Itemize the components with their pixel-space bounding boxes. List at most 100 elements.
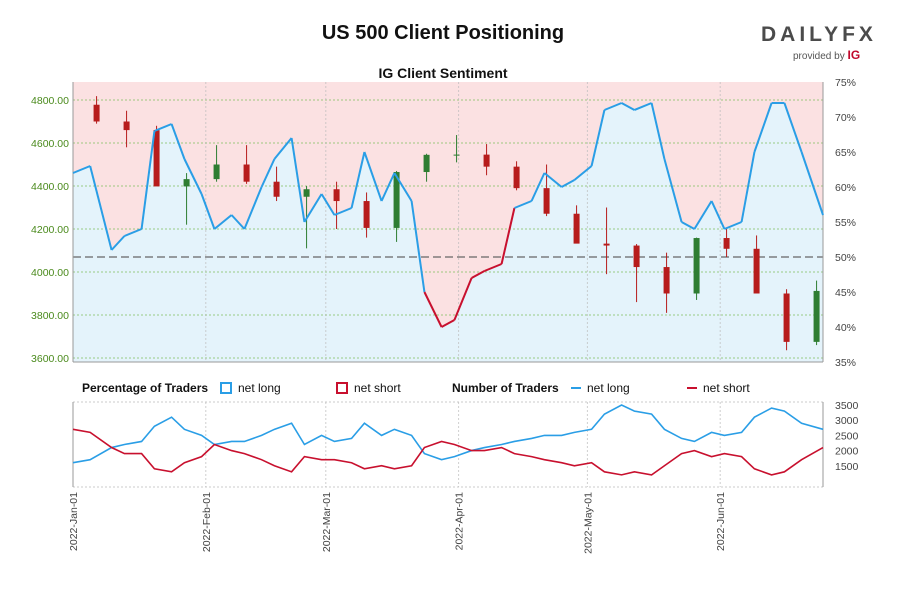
pct-tick-label: 65%: [835, 147, 856, 159]
pct-tick-label: 55%: [835, 217, 856, 229]
candle-body: [423, 154, 430, 173]
count-tick-label: 2000: [835, 446, 859, 458]
sentiment-line-segment: [663, 158, 683, 223]
candle-body: [363, 201, 370, 228]
sentiment-line-segment: [543, 172, 563, 188]
pct-tick-label: 50%: [835, 252, 856, 264]
long-box-icon: [220, 382, 232, 394]
sentiment-line-segment: [290, 137, 306, 223]
date-tick-label: 2022-Jun-01: [715, 492, 727, 551]
candle-body: [693, 238, 700, 294]
sentiment-line-segment: [471, 270, 485, 279]
sentiment-line-segment: [154, 123, 172, 132]
sentiment-line-segment: [740, 151, 756, 223]
sentiment-line-segment: [170, 123, 186, 160]
sentiment-line-segment: [724, 221, 742, 230]
short-box-icon: [336, 382, 348, 394]
sentiment-line-segment: [800, 151, 824, 216]
date-tick-label: 2022-Jan-01: [68, 492, 80, 551]
sentiment-line-segment: [72, 165, 91, 174]
sentiment-line-segment: [650, 102, 666, 160]
sentiment-line-segment: [753, 102, 773, 153]
dailyfx-logo: DAILYFX provided by IG: [761, 23, 877, 63]
legend-pct-long: net long: [220, 381, 281, 395]
pct-tick-label: 40%: [835, 322, 856, 334]
date-tick-label: 2022-Mar-01: [321, 492, 333, 552]
sentiment-line-segment: [320, 193, 336, 216]
price-tick-label: 4200.00: [31, 224, 69, 236]
sentiment-line-segment: [110, 235, 126, 251]
count-net-long-line: [72, 404, 824, 464]
sentiment-line-segment: [200, 193, 216, 230]
count-tick-label: 3000: [835, 415, 859, 427]
sentiment-line-segment: [514, 200, 532, 209]
pct-tick-label: 60%: [835, 182, 856, 194]
logo-text: DAILYFX: [761, 23, 877, 46]
sentiment-line-segment: [363, 151, 383, 202]
chart-subtitle: IG Client Sentiment: [378, 65, 508, 81]
count-tick-label: 3500: [835, 400, 859, 412]
sentiment-line-segment: [243, 186, 263, 230]
legend-pct-short: net short: [336, 381, 401, 395]
sentiment-line-segment: [393, 172, 413, 202]
sentiment-line-segment: [453, 277, 473, 321]
price-tick-label: 4000.00: [31, 267, 69, 279]
sentiment-line-segment: [334, 207, 352, 216]
legend-num-short: net short: [687, 381, 750, 395]
price-tick-label: 3600.00: [31, 353, 69, 365]
price-tick-label: 4600.00: [31, 138, 69, 150]
candle-body: [633, 245, 640, 268]
candle-body: [393, 172, 400, 228]
sentiment-line-segment: [604, 102, 622, 111]
sentiment-line-segment: [710, 200, 726, 230]
sentiment-line-segment: [273, 137, 293, 160]
candle-body: [573, 213, 580, 244]
candle-body: [93, 104, 100, 122]
sentiment-line-segment: [621, 102, 635, 111]
candle-body: [753, 248, 760, 294]
candle-body: [513, 166, 520, 189]
sentiment-line-segment: [423, 291, 443, 328]
candle-body: [333, 189, 340, 202]
candle-body: [243, 164, 250, 182]
sentiment-line-segment: [89, 165, 113, 251]
sentiment-line-segment: [183, 158, 203, 195]
candle-body: [213, 164, 220, 180]
candle-body: [453, 154, 460, 156]
candle-body: [273, 181, 280, 197]
logo-sub: provided by IG: [793, 48, 877, 62]
date-tick-label: 2022-Feb-01: [201, 492, 213, 552]
sentiment-line-segment: [634, 102, 652, 111]
candle-body: [183, 179, 190, 187]
candle-body: [723, 238, 730, 249]
sentiment-line-segment: [140, 130, 156, 230]
count-net-short-line: [72, 428, 824, 476]
pct-tick-label: 45%: [835, 287, 856, 299]
sentiment-line-segment: [350, 151, 366, 209]
sentiment-line-segment: [124, 228, 142, 237]
sentiment-line-segment: [500, 207, 516, 265]
long-line-icon: [571, 387, 581, 389]
sentiment-line-segment: [681, 221, 695, 230]
sentiment-line-segment: [573, 165, 593, 181]
price-tick-label: 4400.00: [31, 181, 69, 193]
chart-title: US 500 Client Positioning: [321, 22, 565, 44]
sentiment-line-segment: [783, 102, 803, 153]
logo-sub-text: provided by: [793, 51, 845, 62]
sentiment-line-segment: [561, 179, 575, 188]
sentiment-line-segment: [303, 193, 323, 223]
sentiment-line-segment: [441, 319, 455, 328]
sentiment-line-segment: [230, 214, 246, 230]
price-tick-label: 3800.00: [31, 310, 69, 322]
short-line-icon: [687, 387, 697, 389]
date-tick-label: 2022-Apr-01: [454, 492, 466, 551]
pct-tick-label: 70%: [835, 112, 856, 124]
candle-body: [303, 189, 310, 197]
ig-brand: IG: [847, 48, 861, 62]
date-tick-label: 2022-May-01: [582, 492, 594, 554]
legend-num-long: net long: [571, 381, 630, 395]
sentiment-line-segment: [380, 172, 396, 202]
sentiment-line-segment: [410, 200, 426, 293]
pct-tick-label: 35%: [835, 357, 856, 369]
